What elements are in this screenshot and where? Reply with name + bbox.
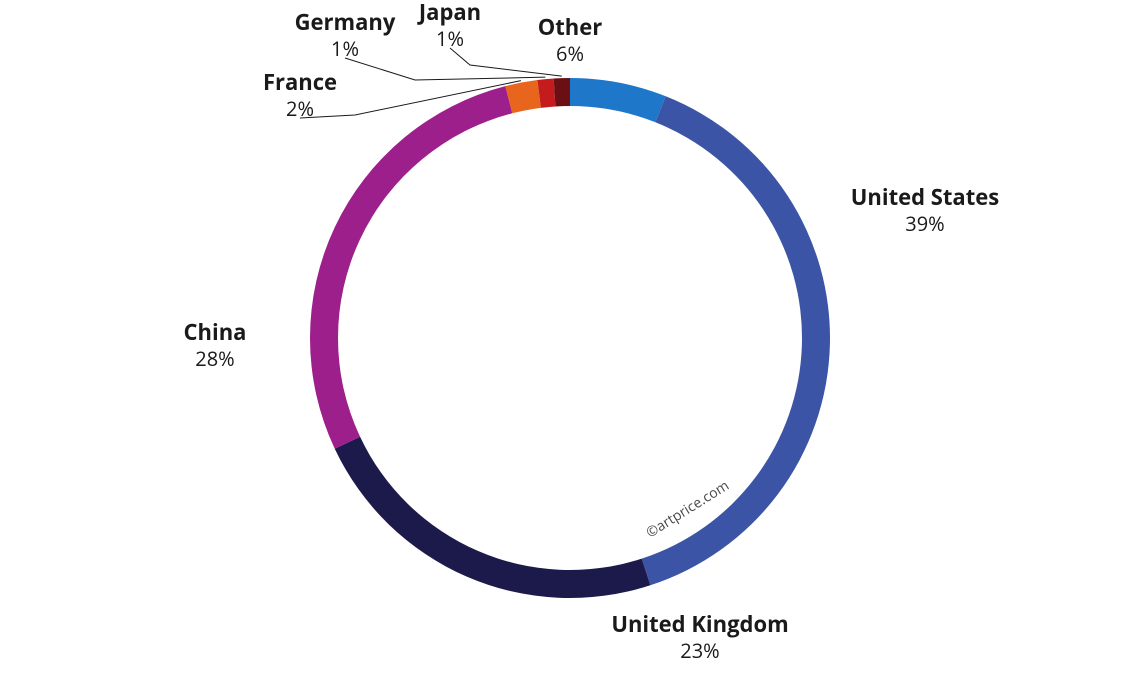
slice-label-name: Japan [417, 0, 481, 27]
slice-label-name: France [263, 67, 337, 97]
slice-label-pct: 39% [905, 210, 944, 237]
slice-label-pct: 23% [680, 637, 719, 664]
slice-label-pct: 1% [331, 35, 359, 62]
slice-label-name: United Kingdom [611, 609, 788, 639]
donut-slice [335, 437, 651, 598]
slice-label-pct: 6% [556, 40, 584, 67]
slice-label-name: China [184, 317, 247, 347]
slice-label-pct: 28% [195, 345, 234, 372]
donut-slice [310, 86, 512, 449]
slice-label-pct: 2% [286, 95, 314, 122]
donut-slice [554, 78, 570, 106]
donut-chart: Other6% United States39% United Kingdom23%… [0, 0, 1140, 676]
donut-slice [570, 78, 666, 122]
slice-label-name: Germany [295, 7, 396, 37]
slice-label-name: United States [851, 182, 999, 212]
slice-label-name: Other [538, 12, 603, 42]
leader-line [345, 58, 545, 80]
slice-label-pct: 1% [436, 25, 464, 52]
leader-line [450, 48, 562, 76]
